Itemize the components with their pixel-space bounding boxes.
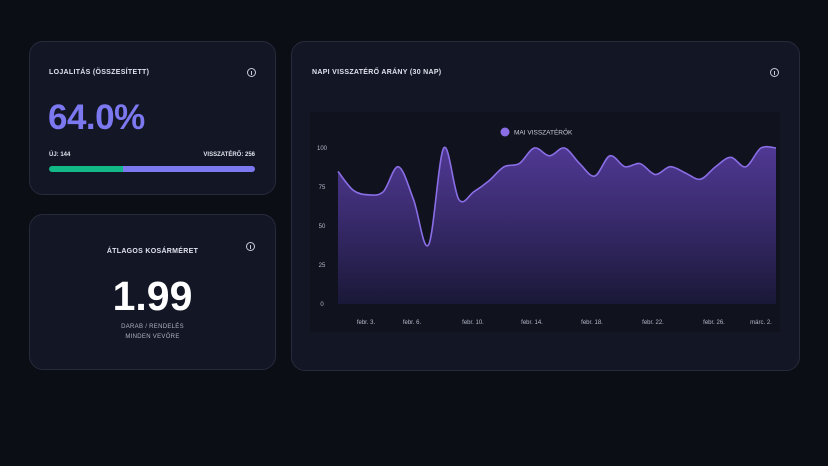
returning-customers-label: VISSZATÉRŐ: 256 bbox=[203, 152, 255, 158]
loyalty-percent: 64.0% bbox=[48, 98, 145, 137]
loyalty-card: Lojalitás (összesített) 64.0% ÚJ: 144 VI… bbox=[29, 41, 276, 195]
basket-unit: DARAB / RENDELÉS bbox=[121, 324, 184, 330]
split-bar-new bbox=[49, 166, 124, 172]
split-bar-returning bbox=[123, 166, 255, 172]
y-tick-label: 75 bbox=[319, 185, 326, 191]
y-tick-label: 50 bbox=[319, 224, 326, 230]
info-icon[interactable] bbox=[246, 242, 255, 251]
x-tick-label: febr. 10. bbox=[462, 320, 484, 326]
x-tick-label: febr. 6. bbox=[403, 320, 422, 326]
info-icon[interactable] bbox=[247, 68, 256, 77]
new-customers-label: ÚJ: 144 bbox=[49, 152, 71, 158]
basket-value: 1.99 bbox=[112, 273, 193, 319]
loyalty-title: Lojalitás (összesített) bbox=[49, 69, 150, 76]
daily-return-chart-card: Napi visszatérő arány (30 nap) 0 25 50 75 10… bbox=[291, 41, 800, 371]
basket-scope: MINDEN VEVŐRE bbox=[125, 334, 180, 340]
y-tick-label: 100 bbox=[317, 146, 328, 152]
series-area bbox=[338, 146, 776, 304]
loyalty-split-bar bbox=[49, 166, 255, 172]
x-tick-label: febr. 18. bbox=[581, 320, 603, 326]
y-tick-label: 25 bbox=[319, 263, 326, 269]
avg-basket-card: Átlagos kosárméret 1.99 DARAB / RENDELÉS… bbox=[29, 214, 276, 370]
legend-swatch bbox=[500, 127, 510, 137]
x-tick-label: febr. 14. bbox=[521, 320, 543, 326]
y-tick-label: 0 bbox=[320, 302, 324, 308]
x-tick-label: febr. 22. bbox=[642, 320, 664, 326]
info-icon[interactable] bbox=[770, 68, 779, 77]
area-chart: 0 25 50 75 100 febr. 3. febr. 6. febr. 10. febr.… bbox=[310, 112, 780, 332]
x-tick-label: márc. 2. bbox=[750, 320, 772, 326]
basket-title: Átlagos kosárméret bbox=[106, 248, 199, 255]
x-tick-label: febr. 26. bbox=[703, 320, 725, 326]
chart-title: Napi visszatérő arány (30 nap) bbox=[312, 69, 442, 76]
x-tick-label: febr. 3. bbox=[357, 320, 376, 326]
series-line bbox=[337, 145, 777, 247]
legend-label: MAI VISSZATÉRŐK bbox=[514, 128, 573, 137]
